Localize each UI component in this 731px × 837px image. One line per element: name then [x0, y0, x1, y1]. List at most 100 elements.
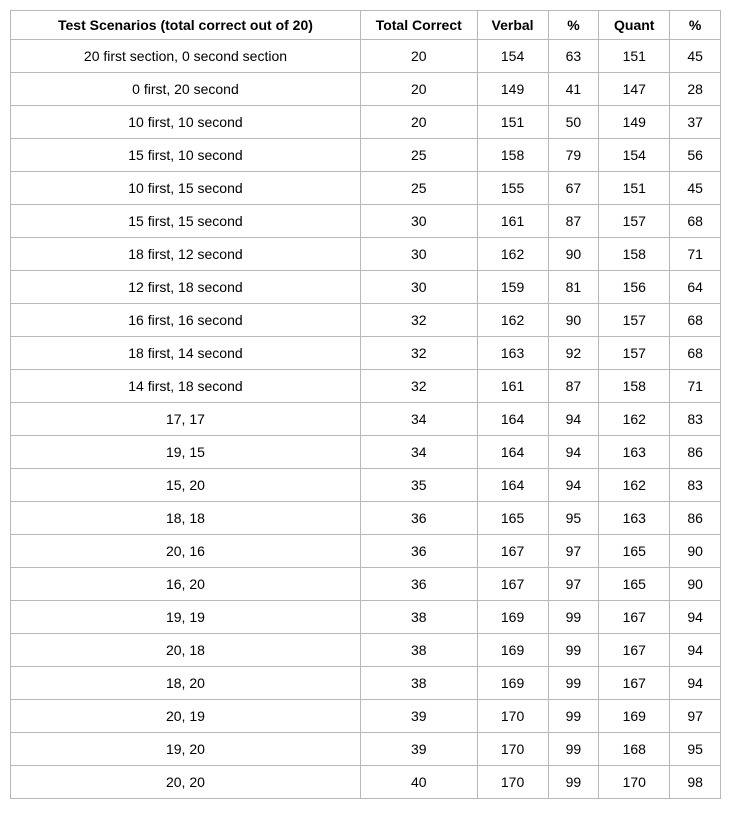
- cell-total: 32: [360, 304, 477, 337]
- cell-vpct: 90: [548, 238, 599, 271]
- cell-quant: 151: [599, 40, 670, 73]
- cell-qpct: 94: [670, 601, 721, 634]
- cell-verbal: 170: [477, 766, 548, 799]
- cell-verbal: 170: [477, 700, 548, 733]
- cell-vpct: 99: [548, 733, 599, 766]
- cell-scenario: 19, 20: [11, 733, 361, 766]
- cell-verbal: 164: [477, 436, 548, 469]
- cell-total: 25: [360, 139, 477, 172]
- cell-quant: 156: [599, 271, 670, 304]
- table-row: 20, 16361679716590: [11, 535, 721, 568]
- cell-scenario: 15 first, 10 second: [11, 139, 361, 172]
- table-row: 20, 18381699916794: [11, 634, 721, 667]
- cell-total: 20: [360, 73, 477, 106]
- table-row: 18 first, 12 second301629015871: [11, 238, 721, 271]
- cell-verbal: 167: [477, 535, 548, 568]
- cell-qpct: 68: [670, 337, 721, 370]
- cell-total: 35: [360, 469, 477, 502]
- cell-total: 36: [360, 568, 477, 601]
- cell-total: 32: [360, 337, 477, 370]
- cell-verbal: 167: [477, 568, 548, 601]
- cell-qpct: 86: [670, 436, 721, 469]
- cell-total: 38: [360, 667, 477, 700]
- cell-total: 39: [360, 700, 477, 733]
- cell-total: 39: [360, 733, 477, 766]
- cell-qpct: 45: [670, 40, 721, 73]
- cell-vpct: 94: [548, 469, 599, 502]
- cell-verbal: 164: [477, 403, 548, 436]
- table-row: 15, 20351649416283: [11, 469, 721, 502]
- cell-vpct: 99: [548, 601, 599, 634]
- cell-verbal: 149: [477, 73, 548, 106]
- cell-quant: 167: [599, 667, 670, 700]
- cell-scenario: 20, 20: [11, 766, 361, 799]
- cell-scenario: 20, 18: [11, 634, 361, 667]
- cell-total: 30: [360, 238, 477, 271]
- cell-verbal: 163: [477, 337, 548, 370]
- table-row: 10 first, 15 second251556715145: [11, 172, 721, 205]
- cell-vpct: 87: [548, 205, 599, 238]
- cell-quant: 157: [599, 205, 670, 238]
- cell-scenario: 20, 19: [11, 700, 361, 733]
- cell-vpct: 99: [548, 634, 599, 667]
- cell-quant: 154: [599, 139, 670, 172]
- cell-quant: 151: [599, 172, 670, 205]
- cell-total: 38: [360, 634, 477, 667]
- table-row: 19, 20391709916895: [11, 733, 721, 766]
- cell-quant: 163: [599, 436, 670, 469]
- cell-quant: 168: [599, 733, 670, 766]
- cell-scenario: 18, 20: [11, 667, 361, 700]
- cell-scenario: 18, 18: [11, 502, 361, 535]
- table-row: 19, 15341649416386: [11, 436, 721, 469]
- cell-qpct: 37: [670, 106, 721, 139]
- cell-scenario: 18 first, 14 second: [11, 337, 361, 370]
- cell-vpct: 50: [548, 106, 599, 139]
- cell-total: 20: [360, 40, 477, 73]
- cell-total: 38: [360, 601, 477, 634]
- cell-verbal: 158: [477, 139, 548, 172]
- cell-quant: 158: [599, 238, 670, 271]
- cell-vpct: 94: [548, 436, 599, 469]
- table-row: 18 first, 14 second321639215768: [11, 337, 721, 370]
- cell-scenario: 19, 15: [11, 436, 361, 469]
- cell-quant: 167: [599, 634, 670, 667]
- cell-vpct: 95: [548, 502, 599, 535]
- cell-quant: 162: [599, 403, 670, 436]
- cell-scenario: 15, 20: [11, 469, 361, 502]
- cell-qpct: 28: [670, 73, 721, 106]
- table-row: 0 first, 20 second201494114728: [11, 73, 721, 106]
- cell-qpct: 95: [670, 733, 721, 766]
- cell-total: 36: [360, 535, 477, 568]
- cell-scenario: 12 first, 18 second: [11, 271, 361, 304]
- cell-total: 36: [360, 502, 477, 535]
- cell-qpct: 45: [670, 172, 721, 205]
- cell-total: 20: [360, 106, 477, 139]
- cell-vpct: 41: [548, 73, 599, 106]
- cell-total: 30: [360, 271, 477, 304]
- cell-quant: 162: [599, 469, 670, 502]
- cell-vpct: 97: [548, 568, 599, 601]
- cell-verbal: 159: [477, 271, 548, 304]
- cell-verbal: 162: [477, 238, 548, 271]
- table-row: 12 first, 18 second301598115664: [11, 271, 721, 304]
- cell-qpct: 94: [670, 667, 721, 700]
- table-row: 18, 18361659516386: [11, 502, 721, 535]
- cell-quant: 165: [599, 568, 670, 601]
- table-row: 15 first, 10 second251587915456: [11, 139, 721, 172]
- cell-verbal: 169: [477, 634, 548, 667]
- col-header-total: Total Correct: [360, 11, 477, 40]
- cell-vpct: 94: [548, 403, 599, 436]
- cell-verbal: 155: [477, 172, 548, 205]
- cell-qpct: 56: [670, 139, 721, 172]
- cell-verbal: 169: [477, 667, 548, 700]
- cell-total: 30: [360, 205, 477, 238]
- cell-quant: 147: [599, 73, 670, 106]
- table-row: 10 first, 10 second201515014937: [11, 106, 721, 139]
- cell-scenario: 14 first, 18 second: [11, 370, 361, 403]
- cell-scenario: 18 first, 12 second: [11, 238, 361, 271]
- cell-qpct: 94: [670, 634, 721, 667]
- cell-quant: 170: [599, 766, 670, 799]
- cell-qpct: 71: [670, 238, 721, 271]
- table-row: 20, 20401709917098: [11, 766, 721, 799]
- table-body: 20 first section, 0 second section201546…: [11, 40, 721, 799]
